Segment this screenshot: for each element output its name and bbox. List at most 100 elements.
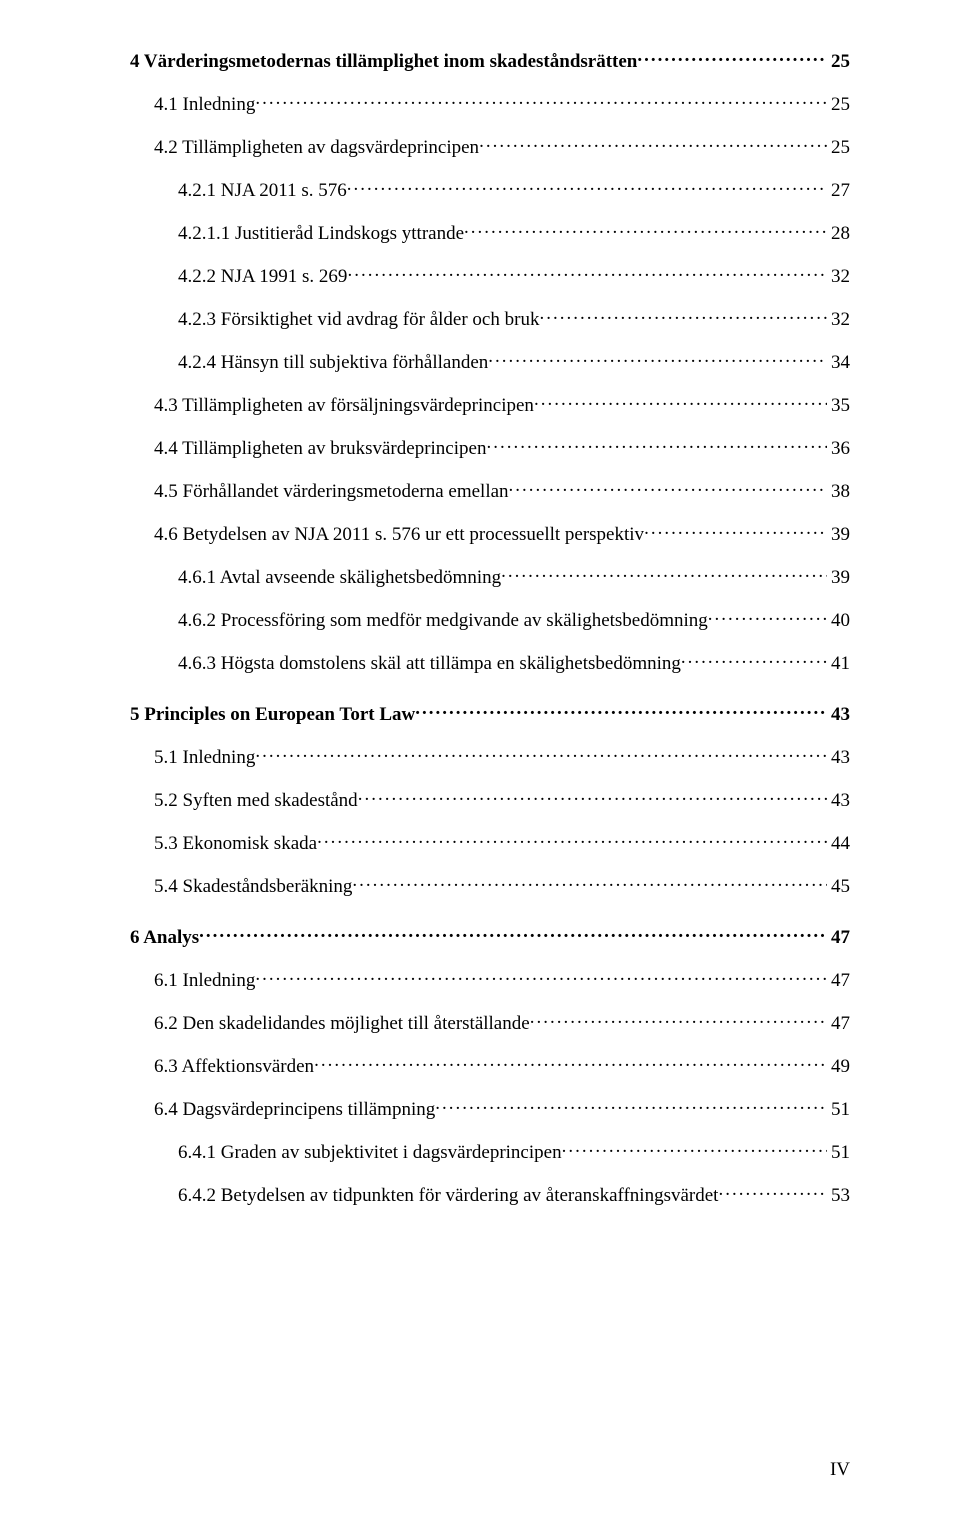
toc-label: 4.2.1 NJA 2011 s. 576: [178, 180, 347, 202]
dot-leader: [644, 521, 827, 540]
toc-item: 6.4 Dagsvärdeprincipens tillämpning 51: [130, 1096, 850, 1121]
dot-leader: [509, 478, 827, 497]
toc-page: 28: [827, 223, 850, 245]
toc-page: 45: [827, 876, 850, 898]
toc-page: 40: [827, 610, 850, 632]
toc-label: 4.2 Tillämpligheten av dagsvärdeprincipe…: [154, 137, 479, 159]
dot-leader: [358, 787, 827, 806]
toc-subitem: 6.4.1 Graden av subjektivitet i dagsvärd…: [130, 1139, 850, 1164]
toc-page: 43: [827, 790, 850, 812]
toc-page: 34: [827, 352, 850, 374]
toc-label: 4 Värderingsmetodernas tillämplighet ino…: [130, 51, 637, 73]
dot-leader: [317, 830, 827, 849]
toc-heading: 4 Värderingsmetodernas tillämplighet ino…: [130, 48, 850, 73]
toc-item: 5.1 Inledning 43: [130, 744, 850, 769]
toc-label: 6.4 Dagsvärdeprincipens tillämpning: [154, 1099, 435, 1121]
toc-item: 4.5 Förhållandet värderingsmetoderna eme…: [130, 478, 850, 503]
toc-subitem: 4.2.1.1 Justitieråd Lindskogs yttrande 2…: [130, 220, 850, 245]
dot-leader: [464, 220, 827, 239]
toc-label: 4.5 Förhållandet värderingsmetoderna eme…: [154, 481, 509, 503]
dot-leader: [486, 435, 827, 454]
dot-leader: [530, 1010, 827, 1029]
table-of-contents: 4 Värderingsmetodernas tillämplighet ino…: [130, 48, 850, 1207]
toc-page: 35: [827, 395, 850, 417]
toc-label: 6.3 Affektionsvärden: [154, 1056, 314, 1078]
dot-leader: [255, 744, 827, 763]
toc-label: 4.2.4 Hänsyn till subjektiva förhållande…: [178, 352, 488, 374]
toc-page: 38: [827, 481, 850, 503]
dot-leader: [314, 1053, 827, 1072]
dot-leader: [501, 564, 827, 583]
dot-leader: [255, 91, 827, 110]
toc-subitem: 6.4.2 Betydelsen av tidpunkten för värde…: [130, 1182, 850, 1207]
toc-item: 4.1 Inledning 25: [130, 91, 850, 116]
toc-page: 47: [827, 927, 850, 949]
toc-page: 25: [827, 94, 850, 116]
toc-page: 39: [827, 524, 850, 546]
toc-label: 4.3 Tillämpligheten av försäljningsvärde…: [154, 395, 534, 417]
toc-page: 32: [827, 309, 850, 331]
dot-leader: [435, 1096, 827, 1115]
toc-label: 5.3 Ekonomisk skada: [154, 833, 317, 855]
toc-subitem: 4.6.2 Processföring som medför medgivand…: [130, 607, 850, 632]
dot-leader: [534, 392, 827, 411]
toc-page: 44: [827, 833, 850, 855]
toc-subitem: 4.2.2 NJA 1991 s. 269 32: [130, 263, 850, 288]
toc-item: 6.2 Den skadelidandes möjlighet till åte…: [130, 1010, 850, 1035]
toc-subitem: 4.2.4 Hänsyn till subjektiva förhållande…: [130, 349, 850, 374]
toc-heading: 6 Analys 47: [130, 924, 850, 949]
toc-page: 47: [827, 1013, 850, 1035]
dot-leader: [199, 924, 827, 943]
toc-subitem: 4.6.3 Högsta domstolens skäl att tillämp…: [130, 650, 850, 675]
toc-item: 5.3 Ekonomisk skada 44: [130, 830, 850, 855]
toc-item: 4.3 Tillämpligheten av försäljningsvärde…: [130, 392, 850, 417]
toc-item: 6.3 Affektionsvärden 49: [130, 1053, 850, 1078]
toc-item: 6.1 Inledning 47: [130, 967, 850, 992]
toc-item: 4.4 Tillämpligheten av bruksvärdeprincip…: [130, 435, 850, 460]
toc-label: 6.4.2 Betydelsen av tidpunkten för värde…: [178, 1185, 718, 1207]
toc-item: 4.2 Tillämpligheten av dagsvärdeprincipe…: [130, 134, 850, 159]
toc-item: 5.2 Syften med skadestånd 43: [130, 787, 850, 812]
dot-leader: [352, 873, 827, 892]
dot-leader: [479, 134, 827, 153]
toc-subitem: 4.2.1 NJA 2011 s. 576 27: [130, 177, 850, 202]
toc-page: 27: [827, 180, 850, 202]
dot-leader: [347, 177, 827, 196]
dot-leader: [708, 607, 827, 626]
dot-leader: [347, 263, 827, 282]
toc-label: 4.6.2 Processföring som medför medgivand…: [178, 610, 708, 632]
toc-page: 47: [827, 970, 850, 992]
toc-page: 53: [827, 1185, 850, 1207]
dot-leader: [681, 650, 827, 669]
toc-label: 4.6 Betydelsen av NJA 2011 s. 576 ur ett…: [154, 524, 644, 546]
dot-leader: [255, 967, 827, 986]
toc-subitem: 4.2.3 Försiktighet vid avdrag för ålder …: [130, 306, 850, 331]
toc-label: 4.2.3 Försiktighet vid avdrag för ålder …: [178, 309, 539, 331]
toc-item: 4.6 Betydelsen av NJA 2011 s. 576 ur ett…: [130, 521, 850, 546]
toc-page: 32: [827, 266, 850, 288]
toc-label: 6.4.1 Graden av subjektivitet i dagsvärd…: [178, 1142, 562, 1164]
toc-label: 5.4 Skadeståndsberäkning: [154, 876, 352, 898]
toc-page: 49: [827, 1056, 850, 1078]
toc-page: 25: [827, 137, 850, 159]
toc-label: 4.1 Inledning: [154, 94, 255, 116]
toc-page: 36: [827, 438, 850, 460]
toc-label: 6.1 Inledning: [154, 970, 255, 992]
toc-label: 4.2.2 NJA 1991 s. 269: [178, 266, 347, 288]
toc-heading: 5 Principles on European Tort Law 43: [130, 701, 850, 726]
toc-page: 51: [827, 1099, 850, 1121]
dot-leader: [637, 48, 827, 67]
toc-label: 4.6.1 Avtal avseende skälighetsbedömning: [178, 567, 501, 589]
dot-leader: [488, 349, 827, 368]
toc-page: 39: [827, 567, 850, 589]
toc-page: 51: [827, 1142, 850, 1164]
dot-leader: [718, 1182, 827, 1201]
page-number: IV: [830, 1459, 850, 1481]
toc-label: 6 Analys: [130, 927, 199, 949]
toc-page: 41: [827, 653, 850, 675]
toc-label: 4.4 Tillämpligheten av bruksvärdeprincip…: [154, 438, 486, 460]
dot-leader: [415, 701, 827, 720]
dot-leader: [539, 306, 827, 325]
toc-label: 5.2 Syften med skadestånd: [154, 790, 358, 812]
toc-subitem: 4.6.1 Avtal avseende skälighetsbedömning…: [130, 564, 850, 589]
